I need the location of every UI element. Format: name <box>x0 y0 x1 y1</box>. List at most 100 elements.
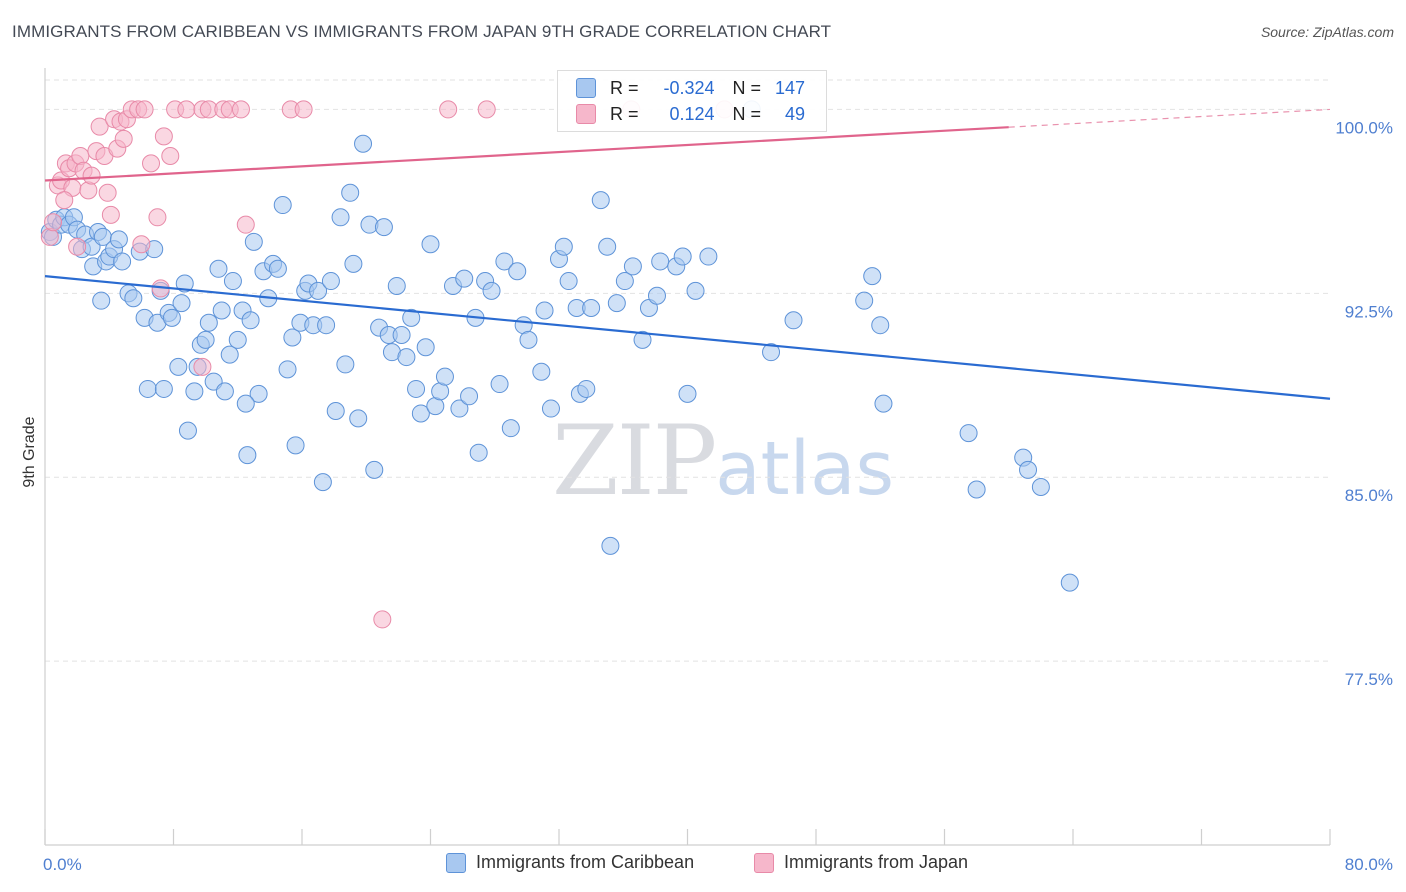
caribbean-point <box>268 259 287 278</box>
source-label: Source: ZipAtlas.com <box>1260 24 1394 40</box>
japan-point <box>373 610 392 629</box>
caribbean-point <box>278 360 297 379</box>
japan-r-label: R = <box>610 103 639 124</box>
caribbean-point <box>577 379 596 398</box>
y-tick-label: 85.0% <box>1345 486 1393 505</box>
caribbean-point <box>490 375 509 394</box>
caribbean-point <box>309 281 328 300</box>
caribbean-point <box>313 473 332 492</box>
caribbean-point <box>249 384 268 403</box>
caribbean-point <box>273 196 292 215</box>
japan-point <box>231 100 250 119</box>
caribbean-point <box>336 355 355 374</box>
caribbean-point <box>238 446 257 465</box>
caribbean-point <box>1031 478 1050 497</box>
caribbean-point <box>344 254 363 273</box>
caribbean-point <box>283 328 302 347</box>
caribbean-point <box>326 402 345 421</box>
caribbean-point <box>863 267 882 286</box>
caribbean-point <box>223 272 242 291</box>
caribbean-point <box>582 299 601 318</box>
japan-point <box>294 100 313 119</box>
caribbean-point <box>402 308 421 327</box>
caribbean-point <box>331 208 350 227</box>
japan-point <box>161 147 180 166</box>
caribbean-point <box>215 382 234 401</box>
caribbean-point <box>541 399 560 418</box>
caribbean-point <box>460 387 479 406</box>
y-axis-label: 9th Grade <box>21 416 38 487</box>
caribbean-point <box>113 252 132 271</box>
chart-title: IMMIGRANTS FROM CARIBBEAN VS IMMIGRANTS … <box>12 22 832 41</box>
caribbean-point <box>450 399 469 418</box>
japan-point <box>135 100 154 119</box>
caribbean-point <box>673 247 692 266</box>
caribbean-point <box>482 281 501 300</box>
caribbean-r-label: R = <box>610 77 639 98</box>
caribbean-point <box>559 272 578 291</box>
series-legend: Immigrants from Caribbean Immigrants fro… <box>0 852 1406 878</box>
tick-labels: 100.0% 92.5% 85.0% 77.5% 0.0% 80.0% 9th Grade <box>21 118 1393 874</box>
japan-point <box>71 147 90 166</box>
caribbean-point <box>196 330 215 349</box>
caribbean-point <box>591 191 610 210</box>
caribbean-point <box>855 291 874 310</box>
gridlines <box>45 79 1330 662</box>
legend-item-caribbean[interactable]: Immigrants from Caribbean <box>446 852 694 873</box>
japan-r-value: 0.124 <box>669 103 715 124</box>
caribbean-point <box>209 259 228 278</box>
caribbean-point <box>387 276 406 295</box>
caribbean-point <box>407 379 426 398</box>
legend-item-japan[interactable]: Immigrants from Japan <box>754 852 968 873</box>
japan-point <box>439 100 458 119</box>
caribbean-point <box>615 272 634 291</box>
japan-point <box>55 191 74 210</box>
caribbean-point <box>317 316 336 335</box>
caribbean-point <box>185 382 204 401</box>
caribbean-point <box>784 311 803 330</box>
caribbean-point <box>199 313 218 332</box>
trend-lines <box>44 108 1331 400</box>
x-tick-label: 80.0% <box>1345 855 1393 874</box>
caribbean-point <box>286 436 305 455</box>
caribbean-point <box>175 274 194 293</box>
caribbean-point <box>124 289 143 308</box>
caribbean-point <box>469 443 488 462</box>
caribbean-point <box>228 330 247 349</box>
caribbean-point <box>236 394 255 413</box>
caribbean-point <box>374 218 393 237</box>
japan-point <box>101 205 120 224</box>
legend-label-japan: Immigrants from Japan <box>784 852 969 872</box>
caribbean-point <box>154 379 173 398</box>
caribbean-point <box>967 480 986 499</box>
caribbean-point <box>633 330 652 349</box>
caribbean-point <box>598 237 617 256</box>
caribbean-point <box>244 232 263 251</box>
caribbean-point <box>162 308 181 327</box>
japan-n-label: N = <box>732 103 762 124</box>
caribbean-point <box>411 404 430 423</box>
caribbean-point <box>349 409 368 428</box>
caribbean-point <box>532 362 551 381</box>
caribbean-point <box>874 394 893 413</box>
caribbean-n-value: 147 <box>774 77 806 98</box>
japan-point <box>177 100 196 119</box>
caribbean-point <box>178 421 197 440</box>
caribbean-point <box>508 262 527 281</box>
caribbean-trend-line <box>44 275 1331 400</box>
x-tick-label: 0.0% <box>43 855 82 874</box>
caribbean-point <box>421 235 440 254</box>
watermark: ZIPatlas <box>552 405 894 517</box>
axes <box>44 68 1331 846</box>
japan-trend-extension <box>1008 108 1331 128</box>
japan-point <box>477 100 496 119</box>
caribbean-point <box>871 316 890 335</box>
japan-point <box>79 181 98 200</box>
legend-label-caribbean: Immigrants from Caribbean <box>476 852 695 872</box>
caribbean-point <box>392 326 411 344</box>
japan-point <box>44 213 63 232</box>
caribbean-n-label: N = <box>732 77 762 98</box>
caribbean-point <box>92 291 111 310</box>
legend-swatch-caribbean <box>446 852 466 873</box>
japan-n-value: 49 <box>785 103 806 124</box>
